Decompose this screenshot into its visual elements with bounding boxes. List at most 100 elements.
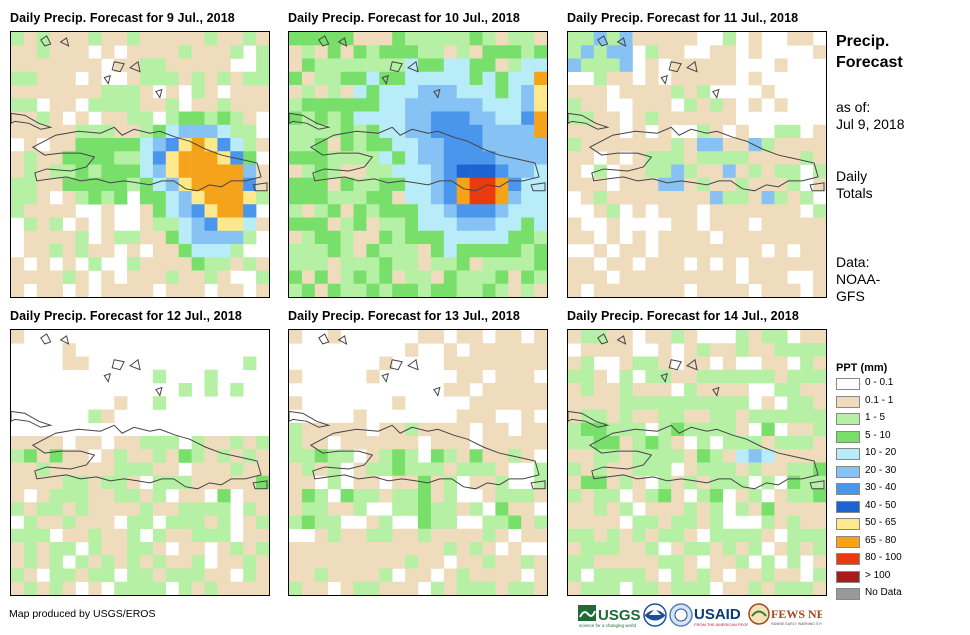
- precip-cell: [301, 71, 316, 86]
- legend-swatch: [836, 570, 860, 583]
- precip-cell: [49, 283, 63, 297]
- precip-cell: [813, 568, 826, 583]
- precip-cell: [787, 383, 801, 397]
- precip-cell: [787, 396, 801, 410]
- precip-cell: [314, 204, 328, 218]
- precip-cell: [392, 542, 406, 556]
- precip-cell: [684, 230, 698, 245]
- precip-cell: [534, 568, 547, 583]
- precip-cell: [23, 462, 38, 477]
- precip-cell: [256, 489, 269, 503]
- precip-cell: [243, 502, 257, 516]
- precip-cell: [534, 528, 547, 543]
- precip-cell: [580, 191, 595, 205]
- precip-cell: [23, 85, 38, 99]
- precip-cell: [379, 257, 393, 271]
- precip-cell: [761, 528, 775, 543]
- sidebar-title-line1: Precip.: [836, 33, 890, 50]
- precip-cell: [735, 449, 749, 463]
- precip-grid: [568, 32, 826, 297]
- precip-cell: [340, 32, 354, 46]
- precip-cell: [671, 422, 685, 437]
- precip-cell: [301, 542, 316, 556]
- precip-cell: [482, 191, 496, 205]
- precip-cell: [709, 542, 724, 556]
- precip-cell: [580, 257, 595, 271]
- precip-cell: [217, 449, 231, 463]
- precip-cell: [301, 85, 316, 99]
- precip-cell: [49, 111, 63, 126]
- precip-cell: [671, 409, 685, 424]
- precip-cell: [709, 409, 724, 424]
- precip-cell: [23, 45, 38, 59]
- precip-cell: [697, 542, 711, 556]
- precip-cell: [632, 356, 646, 371]
- precip-cell: [593, 71, 607, 86]
- precip-cell: [508, 383, 522, 397]
- coastline-path: [588, 424, 819, 490]
- precip-cell: [593, 204, 607, 218]
- precip-cell: [495, 257, 509, 271]
- precip-cell: [217, 45, 231, 59]
- precip-cell: [722, 462, 736, 477]
- precip-cell: [495, 164, 509, 179]
- precip-cell: [787, 475, 801, 490]
- precip-cell: [23, 515, 38, 530]
- precip-cell: [11, 151, 25, 165]
- precip-cell: [256, 502, 269, 516]
- precip-cell: [314, 58, 328, 73]
- precip-cell: [593, 164, 607, 179]
- precip-cell: [178, 124, 192, 139]
- precip-cell: [508, 270, 522, 285]
- precip-cell: [645, 270, 659, 285]
- precip-cell: [11, 528, 25, 543]
- precip-cell: [11, 98, 25, 112]
- precip-cell: [152, 244, 167, 258]
- precip-cell: [684, 270, 698, 285]
- precip-cell: [443, 462, 457, 477]
- precip-cell: [748, 568, 762, 583]
- coastline-path: [381, 372, 389, 383]
- precip-cell: [340, 45, 354, 59]
- precip-cell: [430, 515, 445, 530]
- precip-cell: [508, 138, 522, 152]
- precip-cell: [327, 151, 341, 165]
- precip-cell: [379, 244, 393, 258]
- precip-cell: [748, 581, 762, 595]
- precip-cell: [243, 151, 257, 165]
- precip-cell: [580, 138, 595, 152]
- precip-cell: [11, 283, 25, 297]
- precip-cell: [178, 32, 192, 46]
- precip-cell: [217, 111, 231, 126]
- precip-cell: [430, 270, 445, 285]
- coastline-path: [668, 61, 682, 73]
- precip-cell: [165, 58, 179, 73]
- precip-cell: [101, 555, 115, 569]
- precip-cell: [430, 330, 445, 344]
- precip-cell: [735, 542, 749, 556]
- precip-cell: [217, 217, 231, 232]
- precip-cell: [152, 449, 167, 463]
- precip-cell: [353, 270, 367, 285]
- precip-cell: [658, 528, 672, 543]
- precip-cell: [684, 502, 698, 516]
- precip-cell: [671, 244, 685, 258]
- precip-cell: [178, 270, 192, 285]
- precip-cell: [482, 555, 496, 569]
- precip-cell: [152, 32, 167, 46]
- precip-cell: [49, 217, 63, 232]
- precip-cell: [49, 138, 63, 152]
- precip-cell: [697, 230, 711, 245]
- precip-cell: [800, 217, 814, 232]
- precip-cell: [748, 244, 762, 258]
- precip-cell: [289, 369, 303, 384]
- precip-cell: [632, 515, 646, 530]
- precip-cell: [774, 383, 788, 397]
- precip-cell: [658, 502, 672, 516]
- precip-cell: [508, 330, 522, 344]
- precip-cell: [800, 343, 814, 357]
- precip-cell: [340, 111, 354, 126]
- precip-cell: [697, 124, 711, 139]
- precip-cell: [230, 542, 244, 556]
- precip-cell: [366, 230, 380, 245]
